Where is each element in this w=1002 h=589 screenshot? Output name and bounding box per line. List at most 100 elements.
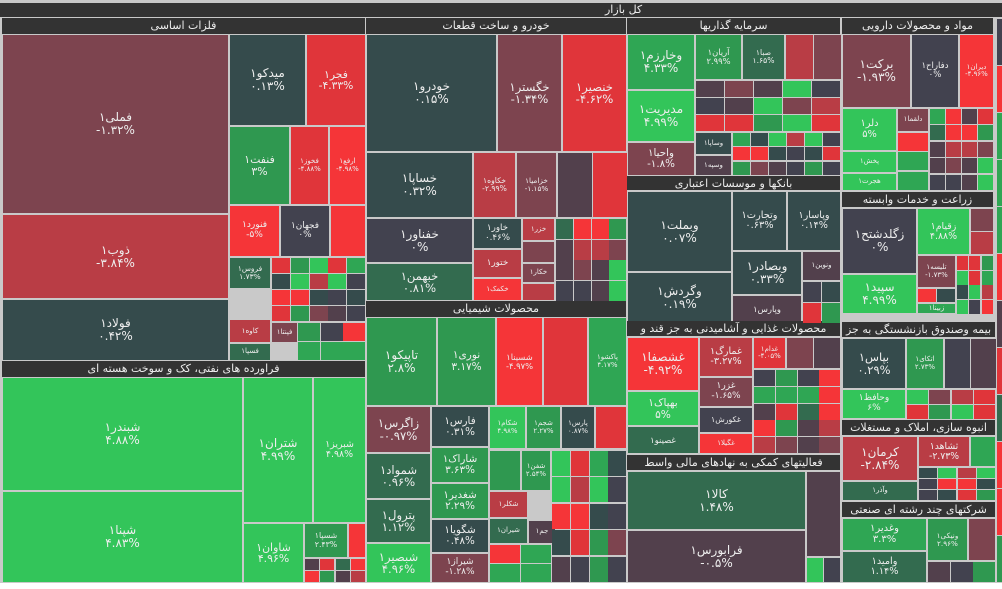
stock-tile[interactable]: خودرو۱ ۰.۱۵% xyxy=(367,35,496,151)
stock-tile[interactable] xyxy=(590,530,608,555)
stock-tile[interactable]: ونیکی۱ ۲.۹۶% xyxy=(928,519,967,560)
stock-tile[interactable]: فجر۱ -۴.۳۳% xyxy=(307,35,365,125)
stock-tile[interactable]: وآذر۱ xyxy=(843,482,917,500)
stock-tile[interactable] xyxy=(305,571,319,582)
stock-tile[interactable] xyxy=(997,66,1002,112)
stock-tile[interactable]: فنورد۱ -۵% xyxy=(230,206,279,256)
stock-tile[interactable] xyxy=(320,571,334,582)
stock-tile[interactable]: شیران۱ xyxy=(490,519,527,543)
stock-tile[interactable]: شسپا۱ ۲.۴۳% xyxy=(305,524,347,557)
stock-tile[interactable] xyxy=(291,258,309,273)
stock-tile[interactable] xyxy=(521,564,551,582)
stock-tile[interactable]: تلیسه۱ -۱.۷۳% xyxy=(918,256,955,287)
stock-tile[interactable] xyxy=(592,281,609,301)
market-header[interactable]: کل بازار xyxy=(0,3,1002,17)
stock-tile[interactable]: میدکو۱ ۰.۱۳% xyxy=(230,35,305,125)
stock-tile[interactable]: شغدیر۱ ۲.۲۹% xyxy=(432,484,488,518)
stock-tile[interactable]: غدام۱ -۴.۰۵% xyxy=(754,338,785,368)
stock-tile[interactable] xyxy=(798,370,819,386)
stock-tile[interactable] xyxy=(574,281,591,301)
stock-tile[interactable] xyxy=(958,468,976,478)
stock-tile[interactable] xyxy=(328,290,346,305)
stock-tile[interactable] xyxy=(997,254,1002,300)
stock-tile[interactable] xyxy=(982,256,993,270)
stock-tile[interactable]: صبا۱ ۱.۶۵% xyxy=(743,35,784,79)
stock-tile[interactable] xyxy=(814,35,841,79)
stock-tile[interactable]: دلقما۱ xyxy=(898,109,928,131)
stock-tile[interactable] xyxy=(328,258,346,273)
stock-tile[interactable] xyxy=(805,133,822,146)
stock-tile[interactable]: ونوین۱ xyxy=(803,252,840,280)
stock-tile[interactable]: فخوز۱ -۴.۸۸% xyxy=(291,127,328,204)
stock-tile[interactable] xyxy=(977,468,995,478)
stock-tile[interactable] xyxy=(608,504,626,529)
stock-tile[interactable]: شبصیر۱ ۴.۹۶% xyxy=(367,544,430,582)
stock-tile[interactable] xyxy=(907,405,928,419)
stock-tile[interactable] xyxy=(787,338,813,368)
stock-tile[interactable] xyxy=(328,306,346,321)
stock-tile[interactable] xyxy=(272,258,290,273)
stock-tile[interactable] xyxy=(930,125,945,140)
stock-tile[interactable] xyxy=(751,133,768,146)
stock-tile[interactable]: نوری۱ ۳.۱۷% xyxy=(438,318,495,405)
stock-tile[interactable] xyxy=(305,559,319,570)
stock-tile[interactable]: شجم۱ ۲.۲۷% xyxy=(527,407,560,448)
stock-tile[interactable]: شگویا۱ ۰.۴۸% xyxy=(432,520,488,552)
stock-tile[interactable] xyxy=(962,125,977,140)
sector-header[interactable]: زراعت و خدمات وابسته xyxy=(842,192,993,207)
sector-header[interactable]: مواد و محصولات دارویی xyxy=(842,18,993,34)
stock-tile[interactable]: شفن۱ ۲.۵۴% xyxy=(522,451,550,490)
stock-tile[interactable] xyxy=(969,285,980,299)
stock-tile[interactable] xyxy=(978,109,993,124)
stock-tile[interactable]: شاراک۱ ۳.۶۳% xyxy=(432,448,488,482)
stock-tile[interactable]: وبصادر۱ ۰.۳۳% xyxy=(733,252,801,294)
stock-tile[interactable] xyxy=(973,562,995,582)
stock-tile[interactable]: خساپا۱ ۰.۳۲% xyxy=(367,153,472,217)
stock-tile[interactable] xyxy=(343,342,365,360)
stock-tile[interactable] xyxy=(819,437,840,453)
stock-tile[interactable] xyxy=(807,558,823,582)
stock-tile[interactable]: ثشاهد۱ -۲.۷۳% xyxy=(919,437,969,466)
stock-tile[interactable] xyxy=(272,274,290,289)
stock-tile[interactable] xyxy=(574,219,591,239)
stock-tile[interactable] xyxy=(523,284,554,300)
stock-tile[interactable] xyxy=(997,19,1002,65)
stock-tile[interactable] xyxy=(787,133,804,146)
stock-tile[interactable] xyxy=(803,282,821,302)
stock-tile[interactable] xyxy=(930,142,945,157)
stock-tile[interactable] xyxy=(819,420,840,436)
stock-tile[interactable] xyxy=(962,109,977,124)
stock-tile[interactable]: ختور۱ xyxy=(474,250,521,277)
stock-tile[interactable] xyxy=(823,133,840,146)
stock-tile[interactable] xyxy=(298,323,320,341)
stock-tile[interactable] xyxy=(331,206,365,256)
stock-tile[interactable]: واحیا۱ -۱.۸% xyxy=(628,143,694,175)
stock-tile[interactable]: فجهان۱ ۰% xyxy=(281,206,329,256)
stock-tile[interactable] xyxy=(725,98,753,114)
sector-header[interactable]: شرکتهای چند رشته ای صنعتی xyxy=(842,502,995,517)
stock-tile[interactable] xyxy=(556,240,573,260)
stock-tile[interactable] xyxy=(971,437,995,466)
stock-tile[interactable] xyxy=(291,274,309,289)
stock-tile[interactable]: شکلر۱ xyxy=(490,492,527,517)
stock-tile[interactable] xyxy=(272,290,290,305)
stock-tile[interactable]: دلر۱ ۵% xyxy=(843,109,896,150)
stock-tile[interactable] xyxy=(609,260,626,280)
stock-tile[interactable] xyxy=(754,115,782,131)
stock-tile[interactable] xyxy=(609,281,626,301)
stock-tile[interactable]: زبینا۱ xyxy=(918,304,955,313)
stock-tile[interactable] xyxy=(754,370,775,386)
stock-tile[interactable]: سپید۱ ۴.۹۹% xyxy=(843,275,916,313)
stock-tile[interactable] xyxy=(982,285,993,299)
stock-tile[interactable]: وپارس۱ xyxy=(733,296,801,322)
stock-tile[interactable] xyxy=(592,260,609,280)
stock-tile[interactable] xyxy=(769,133,786,146)
stock-tile[interactable]: خکمک۱ xyxy=(474,279,521,300)
stock-tile[interactable] xyxy=(552,451,570,476)
stock-tile[interactable]: وامید۱ ۱.۱۴% xyxy=(843,552,926,582)
stock-tile[interactable]: پترول۱ ۱.۱۲% xyxy=(367,500,430,542)
stock-tile[interactable] xyxy=(946,109,961,124)
stock-tile[interactable]: ذوب۱ -۳.۸۴% xyxy=(3,215,228,298)
stock-tile[interactable] xyxy=(733,162,750,175)
stock-tile[interactable] xyxy=(776,387,797,403)
